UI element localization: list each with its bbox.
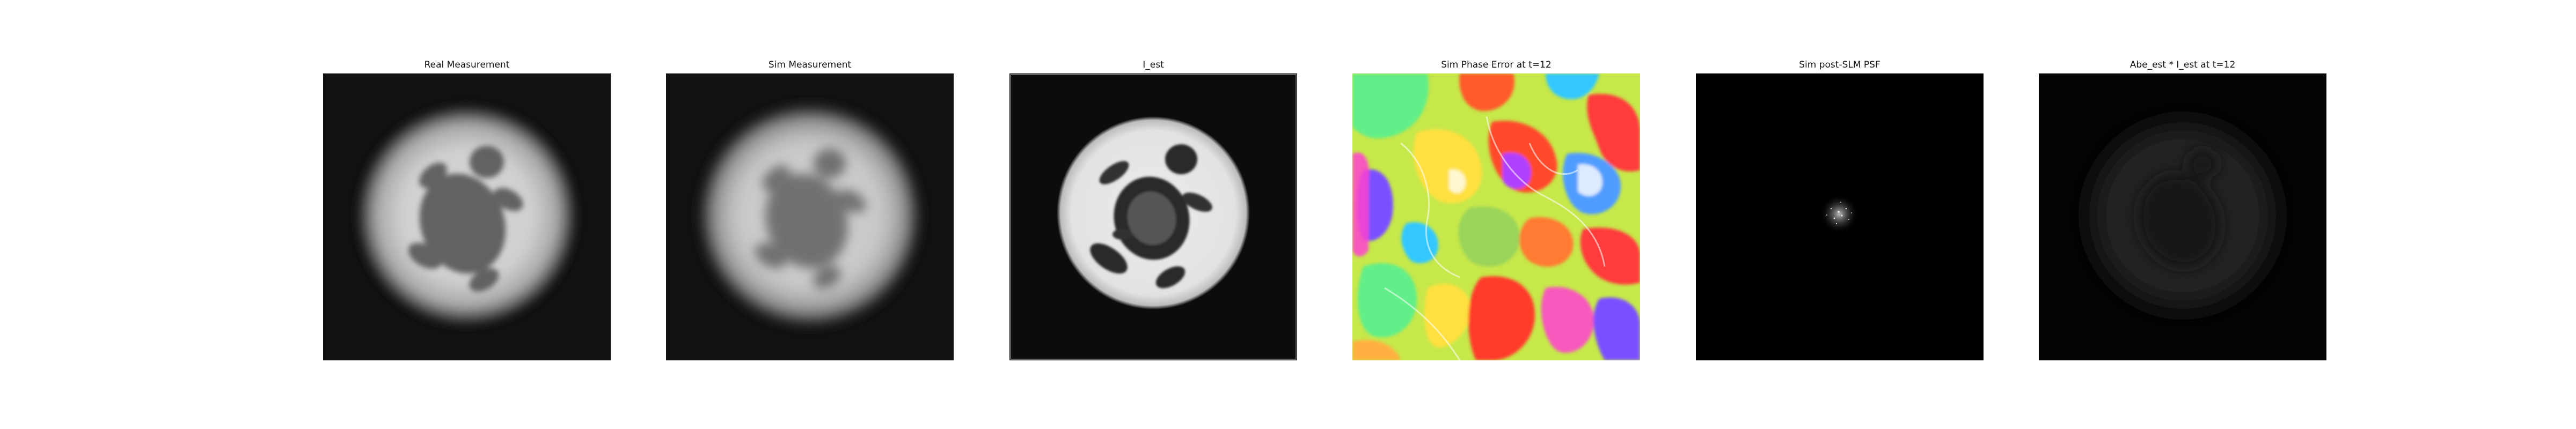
i-est-image	[1009, 73, 1297, 360]
panel-title: Abe_est * I_est at t=12	[2129, 60, 2236, 70]
panel-sim-post-slm-psf: Sim post-SLM PSF	[1696, 58, 1984, 360]
panel-title: Real Measurement	[424, 60, 510, 70]
panel-title: Sim Measurement	[768, 60, 852, 70]
abe-est-i-est-image	[2039, 73, 2326, 360]
sim-post-slm-psf-image	[1696, 73, 1984, 360]
panel-title: Sim post-SLM PSF	[1799, 60, 1880, 70]
panel-abe-est-i-est: Abe_est * I_est at t=12	[2039, 58, 2326, 360]
sim-measurement-image	[666, 73, 954, 360]
panel-real-measurement: Real Measurement	[323, 58, 611, 360]
panel-title: Sim Phase Error at t=12	[1441, 60, 1552, 70]
panel-sim-measurement: Sim Measurement	[666, 58, 954, 360]
panel-title: I_est	[1143, 60, 1164, 70]
panel-sim-phase-error: Sim Phase Error at t=12	[1352, 58, 1640, 360]
sim-phase-error-image	[1352, 73, 1640, 360]
panel-i-est: I_est	[1009, 58, 1297, 360]
real-measurement-image	[323, 73, 611, 360]
